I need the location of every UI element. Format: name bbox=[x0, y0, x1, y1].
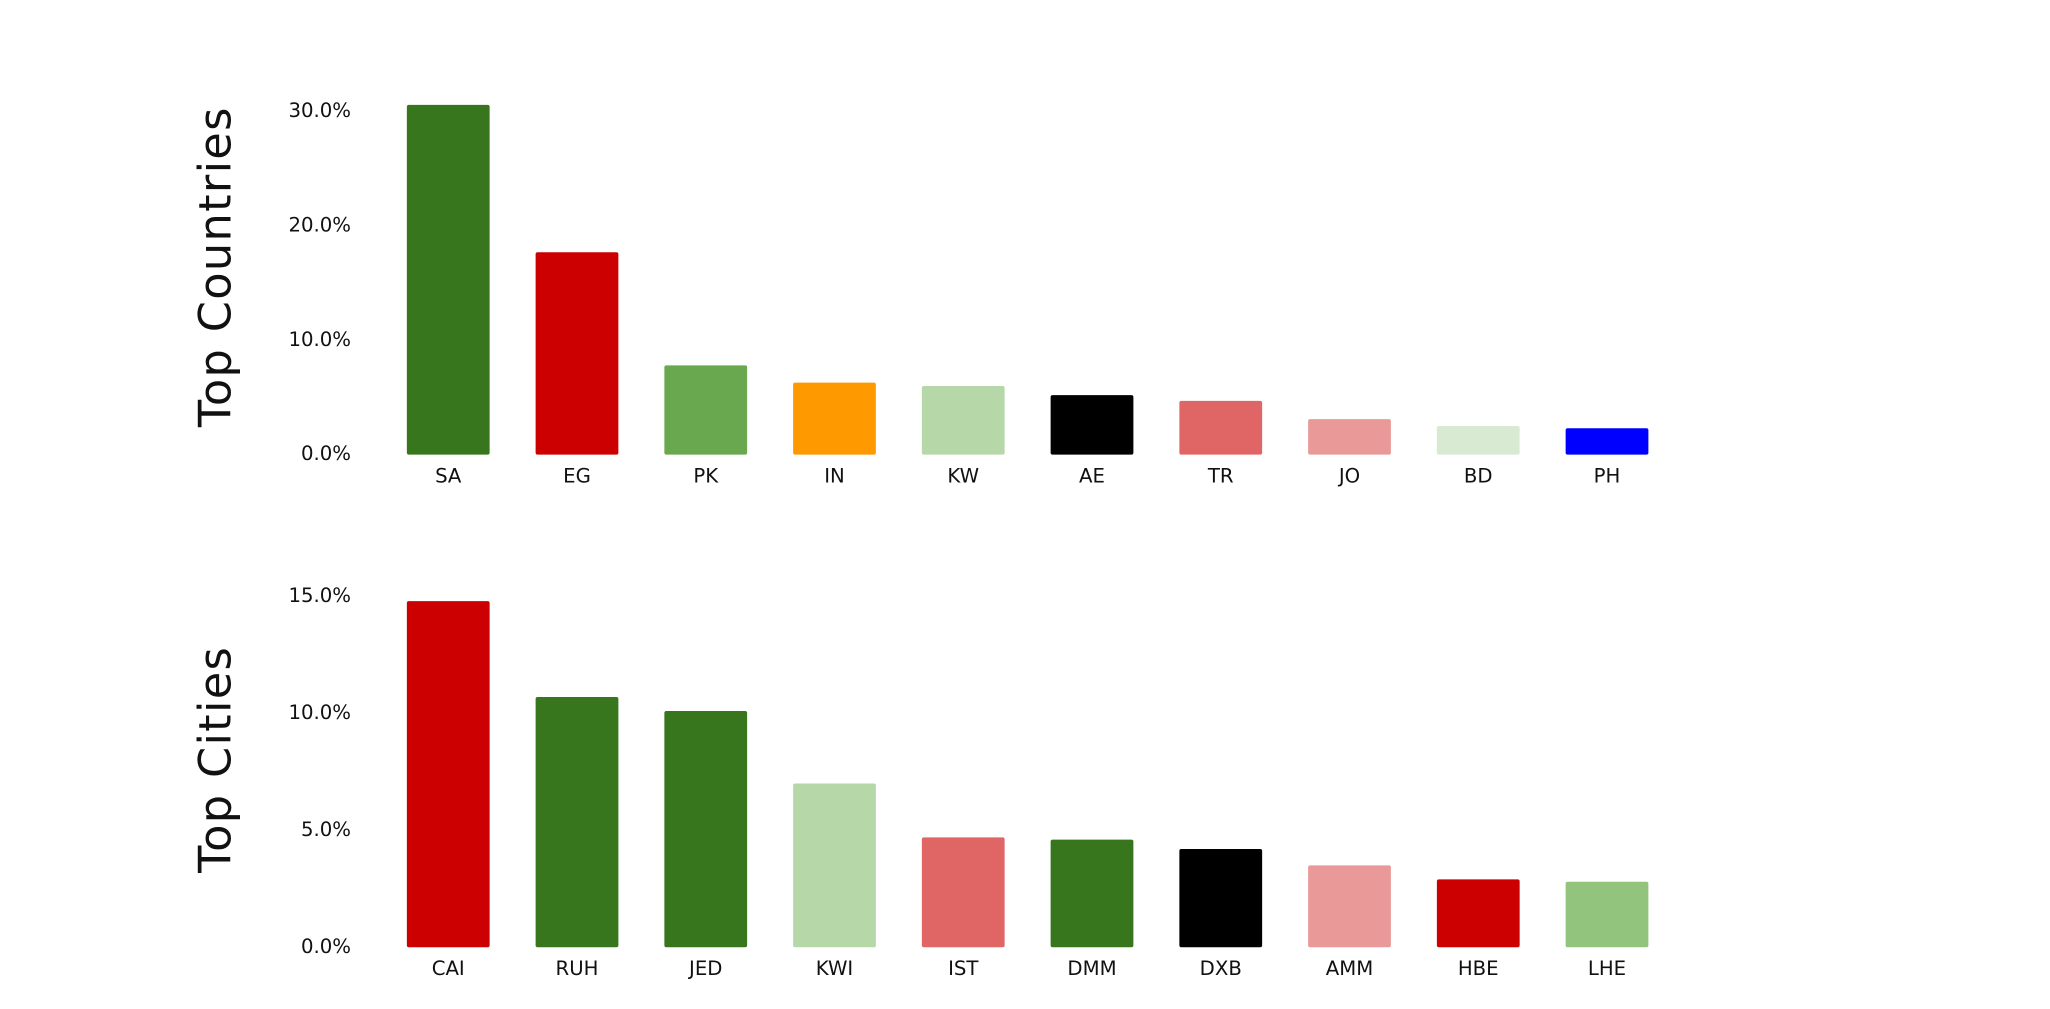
x-tick-label: LHE bbox=[1588, 957, 1626, 980]
x-tick-label: IN bbox=[824, 464, 845, 487]
bar bbox=[406, 104, 490, 455]
bar bbox=[1308, 419, 1391, 455]
x-tick-label: JO bbox=[1337, 464, 1360, 487]
x-tick-label: KWI bbox=[816, 957, 853, 980]
bar bbox=[1050, 839, 1134, 948]
x-tick-label: BD bbox=[1464, 464, 1493, 487]
bar bbox=[1436, 879, 1520, 948]
bar bbox=[793, 382, 876, 455]
x-tick-label: RUH bbox=[556, 957, 599, 980]
y-tick-label: 5.0% bbox=[301, 818, 351, 841]
bar bbox=[1308, 865, 1391, 948]
bar bbox=[921, 837, 1005, 948]
bar bbox=[535, 697, 619, 948]
y-tick-label: 20.0% bbox=[288, 213, 351, 236]
bar bbox=[664, 365, 748, 455]
bar bbox=[535, 252, 619, 455]
y-tick-label: 0.0% bbox=[301, 935, 351, 958]
y-tick-label: 0.0% bbox=[301, 442, 351, 465]
bar bbox=[1179, 849, 1263, 948]
bar bbox=[1179, 400, 1263, 455]
x-tick-label: CAI bbox=[432, 957, 465, 980]
bar bbox=[406, 601, 490, 948]
bar bbox=[1436, 426, 1520, 455]
x-tick-label: AMM bbox=[1326, 957, 1373, 980]
y-axis-title: Top Countries bbox=[189, 106, 241, 428]
y-tick-label: 10.0% bbox=[288, 328, 351, 351]
x-tick-label: EG bbox=[563, 464, 591, 487]
bar bbox=[1050, 395, 1134, 455]
x-tick-label: PH bbox=[1594, 464, 1621, 487]
x-tick-label: PK bbox=[693, 464, 719, 487]
x-tick-label: DXB bbox=[1200, 957, 1242, 980]
x-tick-label: HBE bbox=[1458, 957, 1499, 980]
x-tick-label: AE bbox=[1079, 464, 1105, 487]
x-tick-label: KW bbox=[947, 464, 979, 487]
y-tick-label: 30.0% bbox=[288, 99, 351, 122]
bar bbox=[1565, 428, 1649, 455]
y-tick-label: 10.0% bbox=[288, 701, 351, 724]
x-tick-label: DMM bbox=[1067, 957, 1116, 980]
bar bbox=[664, 711, 748, 948]
bar bbox=[793, 783, 876, 948]
y-axis-title: Top Cities bbox=[189, 646, 241, 874]
bar bbox=[921, 385, 1005, 455]
x-tick-label: SA bbox=[435, 464, 462, 487]
x-tick-label: JED bbox=[687, 957, 722, 980]
y-tick-label: 15.0% bbox=[288, 584, 351, 607]
x-tick-label: IST bbox=[948, 957, 979, 980]
bar bbox=[1565, 881, 1649, 948]
x-tick-label: TR bbox=[1207, 464, 1234, 487]
